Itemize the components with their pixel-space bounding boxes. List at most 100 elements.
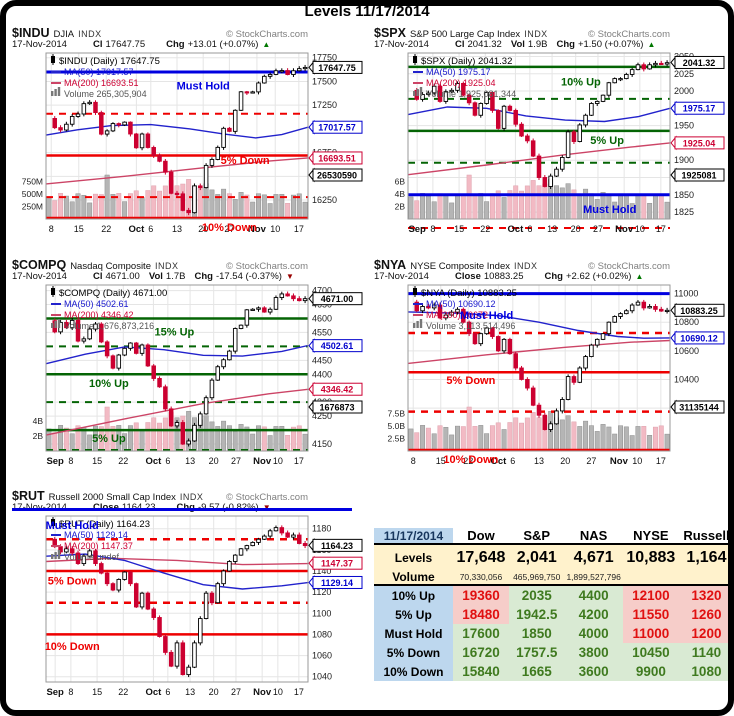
- level-labels: 15% Up 10% Up 5% Up: [89, 326, 195, 445]
- svg-text:17: 17: [294, 687, 304, 697]
- svg-text:17017.57: 17017.57: [318, 123, 356, 133]
- svg-text:MA(200) 16693.51: MA(200) 16693.51: [64, 78, 139, 88]
- change-direction-arrow: ▼: [285, 272, 294, 281]
- chart-name: S&P 500 Large Cap Index: [409, 29, 521, 40]
- svg-text:Volume 1,676,873,216: Volume 1,676,873,216: [64, 321, 154, 331]
- price-box-vol: 26530590: [308, 167, 363, 183]
- price-box-close: 10883.25: [670, 302, 725, 318]
- chg-value: -9.57 (-0.82%): [198, 502, 259, 513]
- svg-text:5% Down: 5% Down: [221, 155, 270, 167]
- svg-text:1164.23: 1164.23: [321, 541, 353, 551]
- ma-line: [407, 339, 671, 365]
- levels-cell: 3800: [564, 643, 623, 662]
- svg-text:MA(50) 1129.14: MA(50) 1129.14: [64, 530, 128, 540]
- candlesticks: [52, 64, 308, 216]
- chart-name: Russell 2000 Small Cap Index: [48, 492, 176, 503]
- svg-text:MA(200) 1925.04: MA(200) 1925.04: [426, 78, 496, 88]
- svg-text:MA(50) 10690.12: MA(50) 10690.12: [426, 299, 496, 309]
- svg-text:Must Hold: Must Hold: [177, 81, 230, 93]
- svg-text:Oct: Oct: [507, 224, 524, 235]
- price-box-ma50: 17017.57: [308, 119, 363, 135]
- svg-text:20: 20: [198, 224, 208, 234]
- svg-text:16693.51: 16693.51: [318, 153, 356, 163]
- svg-text:8: 8: [68, 456, 73, 466]
- chart-header: $NYA NYSE Composite Index INDX © StockCh…: [374, 258, 726, 272]
- svg-text:15: 15: [454, 224, 464, 234]
- level-labels: 10% Up 5% Up Must Hold: [561, 77, 636, 216]
- svg-text:4671.00: 4671.00: [321, 294, 354, 304]
- chart-name: NYSE Composite Index: [410, 261, 510, 272]
- svg-text:17750: 17750: [312, 53, 337, 63]
- svg-text:22: 22: [118, 456, 128, 466]
- index-tag: INDX: [179, 492, 204, 502]
- level-labels: Must Hold 5% Down 10% Down: [45, 520, 100, 653]
- svg-text:4450: 4450: [312, 355, 332, 365]
- levels-cell: 1200: [678, 624, 734, 643]
- level-labels: Must Hold 5% Down 10% Down: [177, 81, 270, 234]
- price-box-vol: 31135144: [670, 399, 725, 415]
- levels-cell: 9900: [622, 662, 679, 681]
- chart-symbol: $RUT: [12, 489, 45, 503]
- levels-cell: 17600: [452, 624, 509, 643]
- svg-text:4700: 4700: [312, 286, 332, 296]
- chart-symbol: $NYA: [374, 258, 407, 272]
- svg-text:2B: 2B: [33, 431, 44, 441]
- svg-text:17647.75: 17647.75: [318, 63, 356, 73]
- row-label: Levels: [374, 544, 453, 570]
- levels-cell: 4000: [564, 624, 623, 643]
- svg-text:5% Up: 5% Up: [590, 135, 624, 147]
- svg-text:4250: 4250: [312, 411, 332, 421]
- levels-cell: 19360: [452, 585, 509, 605]
- price-box-ma200: 4346.42: [308, 381, 363, 397]
- stockcharts-credit: © StockCharts.com: [588, 29, 670, 40]
- svg-text:1060: 1060: [312, 651, 332, 661]
- svg-text:17: 17: [294, 456, 304, 466]
- levels-cell: 18480: [452, 605, 509, 624]
- svg-text:5% Down: 5% Down: [446, 375, 495, 387]
- svg-text:6: 6: [148, 224, 153, 234]
- stockcharts-credit: © StockCharts.com: [588, 261, 670, 272]
- svg-text:Volume 265,305,904: Volume 265,305,904: [64, 89, 147, 99]
- svg-text:4502.61: 4502.61: [321, 341, 354, 351]
- svg-text:Oct: Oct: [145, 687, 162, 698]
- ma-line: [45, 157, 309, 185]
- chart-compq: $COMPQ Nasdaq Composite INDX © StockChar…: [12, 258, 364, 479]
- svg-text:5% Down: 5% Down: [48, 576, 97, 588]
- column-header-nas: NAS: [564, 528, 623, 545]
- chg-label: Chg: [544, 271, 563, 282]
- svg-text:11000: 11000: [674, 289, 698, 299]
- table-row-10-down: 10% Down 15840 1665 3600 9900 1080: [374, 662, 734, 681]
- close-value: 2041.32: [467, 39, 502, 50]
- svg-text:8: 8: [430, 224, 435, 234]
- levels-cell: 2,041: [509, 544, 565, 570]
- levels-cell: 1757.5: [509, 643, 565, 662]
- svg-text:10: 10: [270, 224, 280, 234]
- svg-text:1100: 1100: [312, 608, 331, 618]
- svg-text:Must Hold: Must Hold: [46, 520, 99, 532]
- svg-text:Volume undef: Volume undef: [64, 552, 120, 562]
- svg-text:13: 13: [547, 224, 557, 234]
- change-direction-arrow: ▼: [263, 503, 271, 512]
- chart-name: DJIA: [53, 29, 75, 40]
- svg-text:$RUT (Daily) 1164.23: $RUT (Daily) 1164.23: [59, 519, 150, 530]
- svg-text:22: 22: [480, 224, 490, 234]
- levels-cell: 11000: [622, 624, 679, 643]
- svg-text:$COMPQ (Daily) 4671.00: $COMPQ (Daily) 4671.00: [59, 288, 167, 299]
- svg-text:5% Up: 5% Up: [92, 433, 126, 445]
- svg-text:10% Up: 10% Up: [89, 378, 129, 390]
- column-header-s-p: S&P: [509, 528, 565, 545]
- levels-cell: 1665: [509, 662, 565, 681]
- svg-text:10% Up: 10% Up: [561, 77, 601, 89]
- svg-text:500M: 500M: [22, 189, 43, 199]
- svg-text:16250: 16250: [312, 195, 337, 205]
- svg-text:17: 17: [656, 456, 666, 466]
- index-tag: INDX: [154, 261, 179, 271]
- svg-text:10: 10: [273, 687, 283, 697]
- svg-text:Volume 3,113,514,496: Volume 3,113,514,496: [426, 321, 515, 331]
- svg-text:4346.42: 4346.42: [321, 385, 354, 395]
- svg-text:27: 27: [593, 224, 603, 234]
- levels-cell: 1,899,527,796: [564, 570, 623, 586]
- svg-text:15% Up: 15% Up: [155, 326, 195, 338]
